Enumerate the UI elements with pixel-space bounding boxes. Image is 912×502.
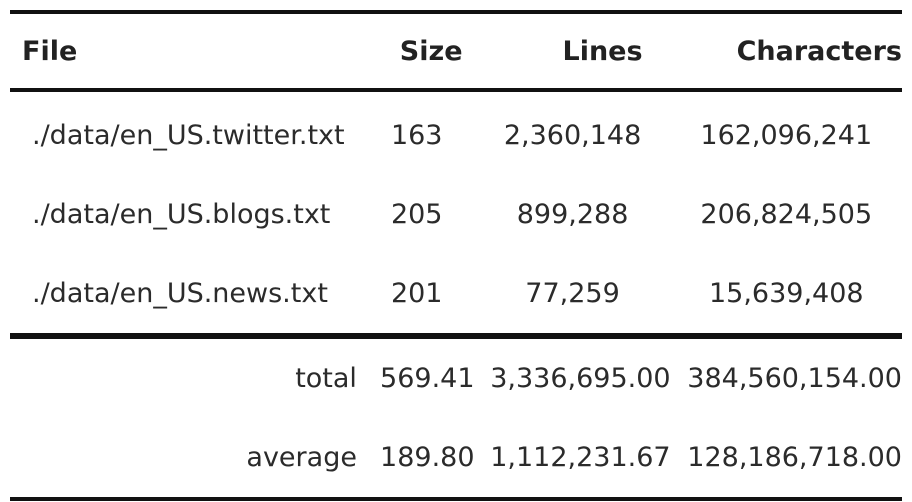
summary-lines: 3,336,695.00 [490, 363, 671, 394]
file-stats-table: File Size Lines Characters ./data/en_US.… [10, 10, 902, 501]
cell-size: 163 [390, 120, 443, 151]
table-row: ./data/en_US.news.txt 201 77,259 15,639,… [10, 254, 902, 335]
summary-label: total [295, 363, 357, 394]
file-rows: ./data/en_US.twitter.txt 163 2,360,148 1… [10, 90, 902, 339]
cell-file: ./data/en_US.twitter.txt [32, 120, 345, 151]
cell-file: ./data/en_US.blogs.txt [32, 199, 331, 230]
header-size: Size [399, 35, 463, 67]
header-file: File [22, 35, 78, 67]
cell-characters: 206,824,505 [700, 199, 873, 230]
summary-characters: 384,560,154.00 [687, 363, 902, 394]
cell-lines: 899,288 [516, 199, 629, 230]
summary-characters: 128,186,718.00 [670, 418, 902, 501]
cell-size: 201 [390, 278, 443, 309]
summary-rows: total 569.41 3,336,695.00 384,560,154.00… [10, 338, 902, 501]
double-rule-cell [10, 333, 902, 339]
summary-size: 189.80 [366, 418, 475, 501]
summary-row-average: average 189.80 1,112,231.67 128,186,718.… [10, 418, 902, 501]
bottom-rule-gap [363, 482, 367, 490]
table-row: ./data/en_US.blogs.txt 205 899,288 206,8… [10, 175, 902, 254]
cell-characters: 15,639,408 [708, 278, 864, 309]
header-characters: Characters [736, 35, 902, 67]
summary-size: 569.41 [380, 363, 475, 394]
header-row: File Size Lines Characters [10, 12, 902, 90]
cell-file: ./data/en_US.news.txt [32, 278, 328, 309]
summary-label: average [10, 418, 367, 501]
cell-size: 205 [390, 199, 443, 230]
summary-row-total: total 569.41 3,336,695.00 384,560,154.00 [10, 338, 902, 419]
table-header: File Size Lines Characters [10, 12, 902, 90]
header-lines: Lines [562, 35, 643, 67]
double-rule [10, 333, 902, 339]
cell-lines: 2,360,148 [503, 120, 642, 151]
summary-lines: 1,112,231.67 [474, 418, 671, 501]
table-row: ./data/en_US.twitter.txt 163 2,360,148 1… [10, 90, 902, 175]
cell-lines: 77,259 [525, 278, 620, 309]
cell-characters: 162,096,241 [700, 120, 873, 151]
